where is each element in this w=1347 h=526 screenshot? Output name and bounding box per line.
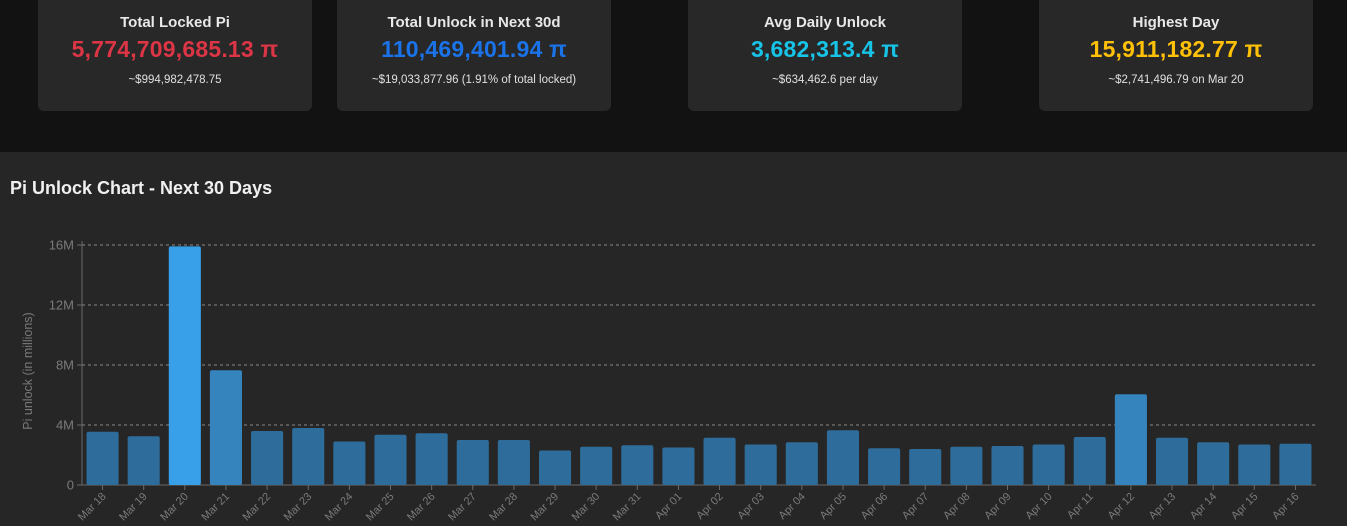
x-tick-label: Mar 24: [323, 491, 356, 524]
x-tick-label: Mar 26: [405, 491, 438, 524]
x-tick-label: Apr 14: [1188, 491, 1219, 522]
stat-subtext: ~$994,982,478.75: [128, 74, 222, 86]
bar-mar-19[interactable]: [127, 436, 160, 485]
x-tick-label: Apr 10: [1023, 491, 1054, 522]
x-tick-label: Apr 13: [1147, 491, 1178, 522]
bar-apr-03[interactable]: [744, 444, 777, 486]
stat-value: 110,469,401.94 π: [381, 36, 567, 62]
unlock-bar-chart: 0 4M 8M 12M 16M Pi unlock (in millions) Mar 18…: [21, 238, 1316, 524]
x-tick-label: Apr 02: [694, 491, 725, 522]
stat-card-total-locked: Total Locked Pi 5,774,709,685.13 π ~$994…: [38, 0, 312, 111]
bar-mar-26[interactable]: [415, 433, 448, 485]
stats-strip: Total Locked Pi 5,774,709,685.13 π ~$994…: [0, 0, 1347, 152]
bar-mar-20[interactable]: [168, 246, 201, 485]
stat-subtext: ~$19,033,877.96 (1.91% of total locked): [371, 74, 577, 86]
bar-apr-16[interactable]: [1279, 443, 1312, 485]
bar-mar-22[interactable]: [251, 431, 284, 485]
stat-title: Total Unlock in Next 30d: [387, 14, 561, 31]
bar-mar-28[interactable]: [497, 440, 530, 485]
stat-value: 5,774,709,685.13 π: [71, 36, 279, 62]
bar-apr-10[interactable]: [1032, 444, 1065, 486]
stat-value: 15,911,182.77 π: [1089, 36, 1263, 62]
y-tick-label: 16M: [49, 238, 74, 253]
bar-apr-06[interactable]: [868, 448, 901, 485]
bar-mar-27[interactable]: [456, 440, 489, 485]
x-tick-label: Apr 06: [859, 491, 890, 522]
x-tick-label: Apr 15: [1229, 491, 1260, 522]
bar-apr-14[interactable]: [1197, 442, 1230, 485]
bar-apr-02[interactable]: [703, 437, 736, 485]
x-tick-label: Apr 07: [900, 491, 931, 522]
y-tick-label: 8M: [56, 358, 74, 373]
bar-apr-13[interactable]: [1155, 437, 1189, 485]
y-tick-label: 12M: [49, 298, 74, 313]
x-tick-label: Mar 27: [446, 491, 479, 524]
stat-title: Total Locked Pi: [120, 14, 230, 31]
x-tick-label: Mar 19: [117, 491, 150, 524]
x-tick-label: Apr 01: [653, 491, 684, 522]
x-tick-label: Mar 21: [199, 491, 232, 524]
bar-mar-29[interactable]: [538, 450, 572, 486]
stat-subtext: ~$634,462.6 per day: [772, 74, 878, 86]
bar-mar-21[interactable]: [209, 370, 243, 485]
x-tick-label: Mar 30: [570, 491, 603, 524]
bar-mar-25[interactable]: [374, 434, 407, 485]
x-tick-label: Apr 05: [818, 491, 849, 522]
y-tick-label: 0: [67, 478, 74, 493]
stat-card-avg-daily: Avg Daily Unlock 3,682,313.4 π ~$634,462…: [688, 0, 962, 111]
x-tick-label: Apr 08: [941, 491, 972, 522]
x-tick-label: Apr 09: [982, 491, 1013, 522]
stat-card-highest-day: Highest Day 15,911,182.77 π ~$2,741,496.…: [1039, 0, 1313, 111]
bar-apr-05[interactable]: [826, 430, 860, 485]
bar-mar-31[interactable]: [621, 445, 654, 485]
x-tick-label: Mar 25: [364, 491, 397, 524]
bar-apr-11[interactable]: [1073, 437, 1106, 485]
bar-mar-18[interactable]: [86, 431, 119, 485]
chart-title: Pi Unlock Chart - Next 30 Days: [10, 178, 273, 198]
x-tick-label: Apr 12: [1106, 491, 1137, 522]
x-tick-label: Apr 16: [1270, 491, 1301, 522]
bar-mar-23[interactable]: [292, 428, 325, 485]
x-tick-label: Mar 23: [282, 491, 315, 524]
bar-apr-12[interactable]: [1114, 394, 1147, 485]
x-tick-label: Mar 28: [487, 491, 520, 524]
stat-card-unlock-30d: Total Unlock in Next 30d 110,469,401.94 …: [337, 0, 611, 111]
stat-title: Avg Daily Unlock: [764, 14, 886, 31]
y-axis-label: Pi unlock (in millions): [21, 312, 35, 429]
x-tick-label: Mar 20: [158, 491, 191, 524]
chart-panel: Pi Unlock Chart - Next 30 Days 0 4M 8M 12M 1…: [0, 152, 1347, 526]
x-tick-label: Apr 03: [735, 491, 766, 522]
bar-apr-08[interactable]: [950, 446, 983, 485]
bar-apr-01[interactable]: [662, 447, 695, 486]
stat-subtext: ~$2,741,496.79 on Mar 20: [1108, 74, 1244, 86]
stat-title: Highest Day: [1132, 14, 1220, 31]
x-tick-label: Mar 31: [611, 491, 644, 524]
x-tick-label: Mar 29: [528, 491, 561, 524]
x-tick-label: Mar 18: [76, 491, 109, 524]
bar-apr-09[interactable]: [991, 446, 1024, 485]
x-tick-label: Apr 04: [777, 491, 808, 522]
bar-apr-15[interactable]: [1238, 444, 1271, 486]
stat-value: 3,682,313.4 π: [750, 36, 900, 62]
bar-mar-30[interactable]: [580, 446, 613, 485]
bar-mar-24[interactable]: [333, 441, 366, 486]
bar-apr-04[interactable]: [785, 442, 818, 485]
x-tick-label: Mar 22: [241, 491, 274, 524]
bar-apr-07[interactable]: [909, 449, 942, 485]
x-tick-label: Apr 11: [1065, 491, 1096, 522]
y-tick-label: 4M: [56, 418, 74, 433]
